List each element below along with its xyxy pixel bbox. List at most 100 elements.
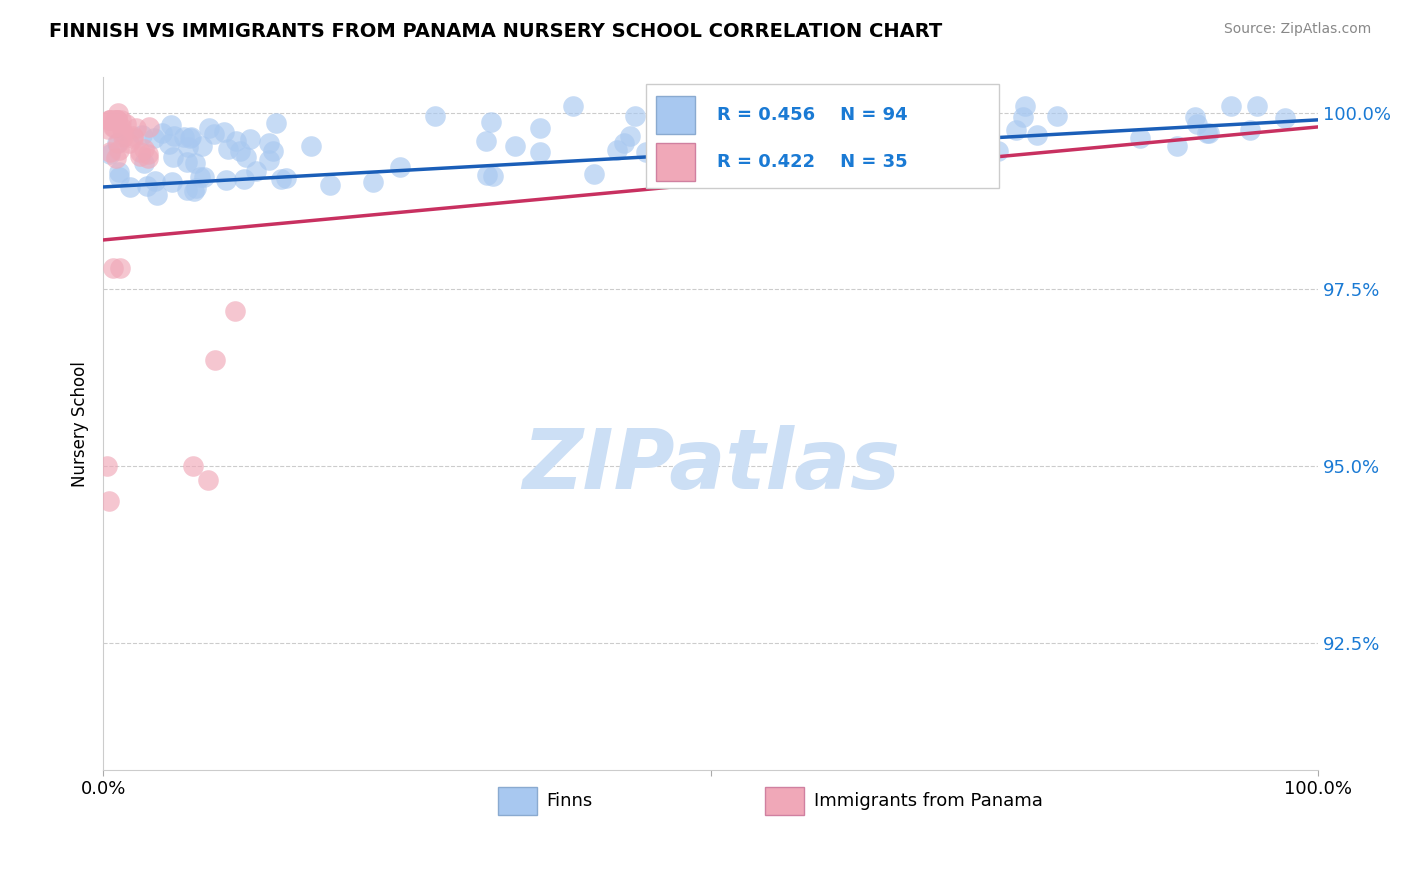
Point [176,155,198,169]
Point [232,172,254,186]
Point [239,132,262,146]
Point [245,164,267,178]
Point [157,136,180,151]
Point [118,180,141,194]
Point [150,126,173,140]
Point [582,167,605,181]
Point [138,120,160,135]
Point [388,160,411,174]
Point [107,105,129,120]
Point [738,151,761,165]
Text: Finns: Finns [547,792,593,810]
Point [229,144,252,158]
Point [782,131,804,145]
Point [105,112,128,127]
Point [179,131,201,145]
Point [924,150,946,164]
Point [613,136,636,151]
Point [1014,99,1036,113]
Point [110,120,132,134]
Point [107,164,129,178]
Point [1198,126,1220,140]
Point [235,150,257,164]
FancyBboxPatch shape [657,96,695,134]
Text: Immigrants from Panama: Immigrants from Panama [814,792,1043,810]
Point [529,145,551,159]
Point [1129,131,1152,145]
Point [686,99,709,113]
FancyBboxPatch shape [647,85,998,188]
Point [122,130,145,145]
Point [624,109,647,123]
Point [479,115,502,129]
Text: FINNISH VS IMMIGRANTS FROM PANAMA NURSERY SCHOOL CORRELATION CHART: FINNISH VS IMMIGRANTS FROM PANAMA NURSER… [49,22,942,41]
Point [124,120,146,135]
Point [115,117,138,131]
Point [987,144,1010,158]
Point [180,130,202,145]
Point [744,160,766,174]
Point [266,116,288,130]
Point [217,142,239,156]
Point [1012,110,1035,124]
Point [162,150,184,164]
Point [948,142,970,156]
Point [173,130,195,145]
Point [1274,111,1296,125]
Point [215,173,238,187]
Point [100,145,122,159]
Point [714,150,737,164]
Point [105,152,128,166]
Point [184,181,207,195]
Point [262,145,284,159]
Point [475,168,498,182]
Point [143,174,166,188]
Point [938,99,960,113]
Point [129,145,152,159]
Point [832,99,855,113]
Point [197,473,219,487]
Point [112,126,135,140]
Point [163,129,186,144]
Point [110,112,132,127]
Point [107,136,129,150]
Point [1184,110,1206,124]
Point [181,459,204,474]
Point [107,136,129,150]
Point [103,120,125,134]
Point [183,184,205,198]
Point [146,187,169,202]
Text: Source: ZipAtlas.com: Source: ZipAtlas.com [1223,22,1371,37]
Point [734,102,756,116]
Point [1246,99,1268,113]
Point [111,130,134,145]
Point [475,134,498,148]
Point [108,170,131,185]
Point [98,147,121,161]
Point [108,261,131,276]
Point [136,151,159,165]
Point [212,125,235,139]
Point [100,112,122,127]
Point [204,353,226,368]
Point [132,142,155,156]
Point [104,112,127,127]
Point [619,128,641,143]
Point [108,143,131,157]
Point [176,183,198,197]
Point [481,169,503,184]
Point [96,459,118,474]
Point [634,145,657,160]
FancyBboxPatch shape [765,788,804,815]
Point [274,171,297,186]
Point [1220,99,1243,113]
FancyBboxPatch shape [498,788,537,815]
Point [136,147,159,161]
Point [270,172,292,186]
Point [160,119,183,133]
Point [98,494,121,508]
Point [224,303,246,318]
Point [562,99,585,113]
Point [97,122,120,136]
Point [142,130,165,145]
